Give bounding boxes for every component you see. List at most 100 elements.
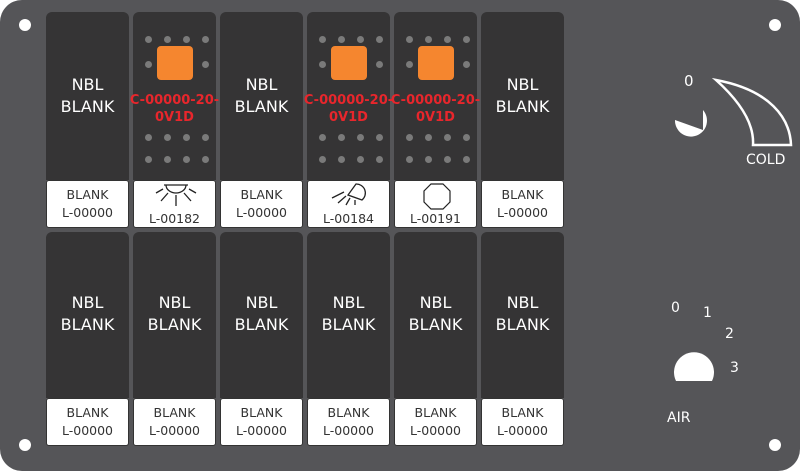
air-position-2: 2: [725, 326, 734, 342]
cold-label: COLD: [746, 152, 786, 168]
cold-knob[interactable]: [670, 78, 800, 158]
mount-hole: [769, 19, 781, 31]
rocker-face[interactable]: C-00000-20- 0V1D: [130, 12, 219, 180]
label-code: L-00000: [148, 423, 201, 438]
indicator-lamp: [157, 46, 193, 80]
led-dot: [357, 134, 364, 141]
switch-label: BLANK L-00000: [46, 398, 129, 446]
rocker-face[interactable]: C-00000-20- 0V1D: [391, 12, 480, 180]
switch-label: BLANK L-00000: [394, 398, 477, 446]
label-text: BLANK: [66, 405, 109, 420]
octagon-icon: [415, 182, 459, 217]
led-dot: [319, 61, 326, 68]
label-code: L-00184: [322, 211, 375, 226]
led-dot: [425, 156, 432, 163]
led-dot: [319, 156, 326, 163]
led-dot: [425, 36, 432, 43]
air-knob[interactable]: [672, 346, 716, 382]
rocker-face[interactable]: NBL BLANK: [394, 232, 477, 398]
rocker-text: NBL BLANK: [408, 293, 463, 334]
led-dot: [338, 36, 345, 43]
label-text: BLANK: [153, 405, 196, 420]
label-code: L-00000: [61, 423, 114, 438]
part-code: C-00000-20- 0V1D: [390, 93, 481, 125]
label-code: L-00000: [496, 205, 549, 220]
rocker-face[interactable]: NBL BLANK: [220, 232, 303, 398]
led-dot: [444, 134, 451, 141]
led-dot: [202, 134, 209, 141]
label-code: L-00000: [322, 423, 375, 438]
indicator-lamp: [331, 46, 367, 80]
part-code: C-00000-20- 0V1D: [303, 93, 394, 125]
rocker-text: NBL BLANK: [60, 293, 115, 334]
led-dot: [183, 36, 190, 43]
rocker-face[interactable]: NBL BLANK: [481, 232, 564, 398]
rocker-face[interactable]: NBL BLANK: [133, 232, 216, 398]
rocker-text: NBL BLANK: [321, 293, 376, 334]
led-dot: [444, 36, 451, 43]
led-dot: [463, 134, 470, 141]
led-dot: [145, 61, 152, 68]
floodlight-icon: [328, 182, 372, 211]
led-dot: [463, 156, 470, 163]
rocker-text: NBL BLANK: [60, 75, 115, 116]
label-code: L-00000: [61, 205, 114, 220]
led-dot: [357, 156, 364, 163]
switch-label: BLANK L-00000: [481, 180, 564, 228]
led-dot: [183, 156, 190, 163]
rocker-face[interactable]: NBL BLANK: [46, 12, 129, 180]
label-code: L-00191: [409, 211, 462, 226]
rocker-text: NBL BLANK: [234, 75, 289, 116]
switch-label: BLANK L-00000: [220, 180, 303, 228]
label-text: BLANK: [501, 187, 544, 202]
label-code: L-00000: [409, 423, 462, 438]
rocker-face[interactable]: C-00000-20- 0V1D: [304, 12, 393, 180]
led-dot: [183, 134, 190, 141]
air-position-1: 1: [703, 305, 712, 321]
indicator-lamp: [418, 46, 454, 80]
led-dot: [319, 134, 326, 141]
led-dot: [376, 61, 383, 68]
switch-label: BLANK L-00000: [46, 180, 129, 228]
led-dot: [444, 156, 451, 163]
label-text: BLANK: [414, 405, 457, 420]
rocker-text: NBL BLANK: [495, 293, 550, 334]
air-position-0: 0: [671, 300, 680, 316]
switch-label: BLANK L-00000: [220, 398, 303, 446]
led-dot: [319, 36, 326, 43]
switch-label: BLANK L-00000: [133, 398, 216, 446]
part-code: C-00000-20- 0V1D: [129, 93, 220, 125]
led-dot: [202, 61, 209, 68]
switch-label: L-00184: [307, 180, 390, 228]
label-text: BLANK: [66, 187, 109, 202]
rocker-face[interactable]: NBL BLANK: [220, 12, 303, 180]
led-dot: [406, 61, 413, 68]
label-text: BLANK: [240, 405, 283, 420]
sun-icon: [154, 182, 198, 211]
label-code: L-00000: [235, 205, 288, 220]
led-dot: [145, 36, 152, 43]
rocker-face[interactable]: NBL BLANK: [481, 12, 564, 180]
rocker-face[interactable]: NBL BLANK: [307, 232, 390, 398]
air-position-3: 3: [730, 360, 739, 376]
label-code: L-00000: [496, 423, 549, 438]
label-text: BLANK: [240, 187, 283, 202]
led-dot: [376, 36, 383, 43]
rocker-text: NBL BLANK: [234, 293, 289, 334]
led-dot: [463, 36, 470, 43]
cold-range-indicator: [711, 78, 793, 147]
led-dot: [425, 134, 432, 141]
led-dot: [357, 36, 364, 43]
led-dot: [202, 36, 209, 43]
label-text: BLANK: [327, 405, 370, 420]
cold-zero-label: 0: [684, 72, 694, 90]
rocker-face[interactable]: NBL BLANK: [46, 232, 129, 398]
switch-label: BLANK L-00000: [307, 398, 390, 446]
cold-knob-body: [674, 110, 707, 137]
mount-hole: [19, 19, 31, 31]
switch-label: BLANK L-00000: [481, 398, 564, 446]
led-dot: [164, 134, 171, 141]
air-label: AIR: [667, 410, 691, 426]
led-dot: [376, 156, 383, 163]
